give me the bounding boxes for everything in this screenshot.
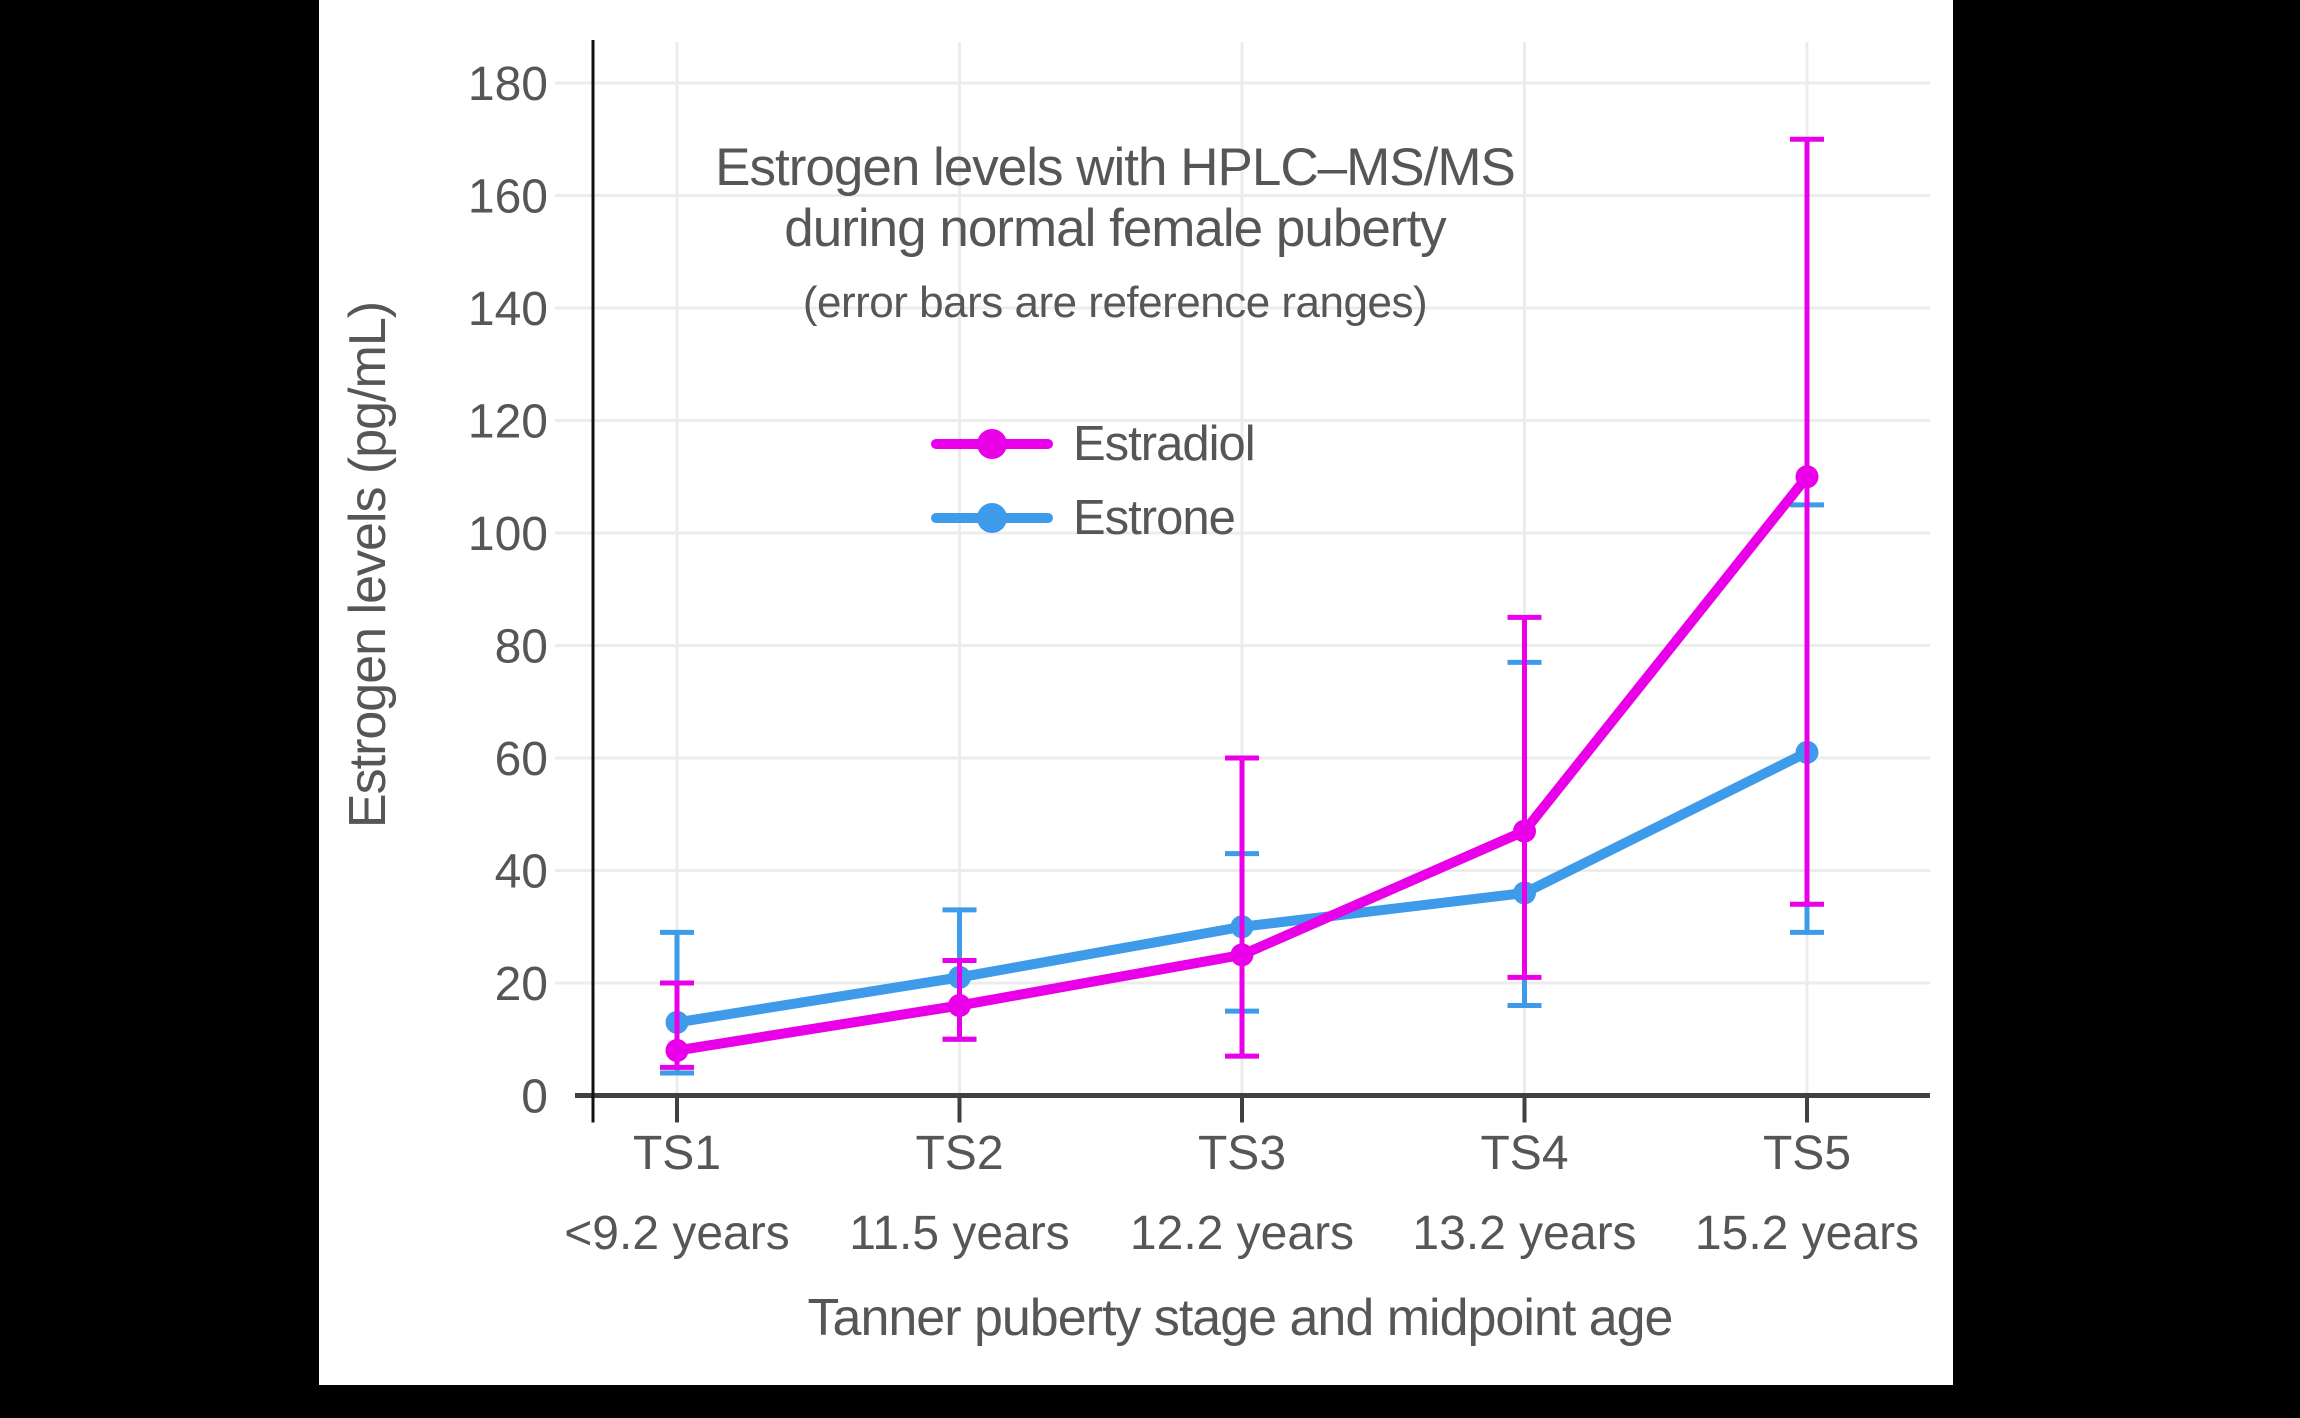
y-tick-label: 20 xyxy=(495,958,548,1011)
estrone-line-marker-icon xyxy=(931,503,1053,533)
x-tick-label-stage: TS2 xyxy=(915,1127,1003,1180)
chart-canvas: 0 20 40 60 80 100 120 140 160 180 TS1 <9.2 years TS2… xyxy=(319,0,1953,1385)
chart-title-line2: during normal female puberty xyxy=(784,198,1446,258)
legend-label-estrone: Estrone xyxy=(1073,491,1236,545)
estradiol-data-point xyxy=(1795,465,1819,489)
estradiol-data-point xyxy=(665,1039,689,1062)
x-tick-label-age: 11.5 years xyxy=(849,1207,1070,1260)
x-axis-title: Tanner puberty stage and midpoint age xyxy=(807,1289,1674,1347)
estradiol-line-marker-icon xyxy=(931,429,1053,459)
x-tick-label-age: 12.2 years xyxy=(1130,1207,1354,1260)
x-tick-label-stage: TS3 xyxy=(1198,1127,1286,1180)
chart-title-line1: Estrogen levels with HPLC–MS/MS xyxy=(715,138,1516,197)
estradiol-data-point xyxy=(1230,943,1254,967)
y-tick-label: 140 xyxy=(468,283,548,336)
y-tick-label: 100 xyxy=(468,508,548,561)
y-tick-label: 80 xyxy=(495,621,548,674)
legend-label-estradiol: Estradiol xyxy=(1073,417,1256,471)
x-tick-label-age: <9.2 years xyxy=(564,1207,789,1260)
y-tick-label: 60 xyxy=(495,733,548,786)
y-axis-title: Estrogen levels (pg/mL) xyxy=(339,301,397,829)
estradiol-data-point xyxy=(1513,819,1536,843)
x-tick-label-age: 15.2 years xyxy=(1695,1207,1919,1260)
legend-item-estradiol: Estradiol xyxy=(931,414,1256,474)
chart-subtitle: (error bars are reference ranges) xyxy=(802,277,1428,327)
y-tick-label: 160 xyxy=(468,171,548,224)
y-tick-label: 120 xyxy=(468,396,548,449)
y-tick-label: 0 xyxy=(521,1071,548,1124)
x-tick-label-stage: TS1 xyxy=(633,1127,721,1180)
estradiol-dot-icon xyxy=(977,429,1007,459)
estrone-dot-icon xyxy=(977,503,1007,533)
y-tick-label: 180 xyxy=(468,58,548,111)
x-tick-label-stage: TS5 xyxy=(1763,1127,1851,1180)
estrogen-line-chart: 0 20 40 60 80 100 120 140 160 180 TS1 <9.2 years TS2… xyxy=(468,40,1930,1260)
legend-item-estrone: Estrone xyxy=(931,488,1255,548)
chart-legend: Estradiol Estrone xyxy=(931,414,1256,548)
x-tick-label-stage: TS4 xyxy=(1480,1127,1568,1180)
estradiol-data-point xyxy=(948,994,971,1017)
x-tick-label-age: 13.2 years xyxy=(1412,1207,1636,1260)
chart-title: Estrogen levels with HPLC–MS/MS during n… xyxy=(715,138,1516,328)
y-tick-label: 40 xyxy=(495,846,548,899)
